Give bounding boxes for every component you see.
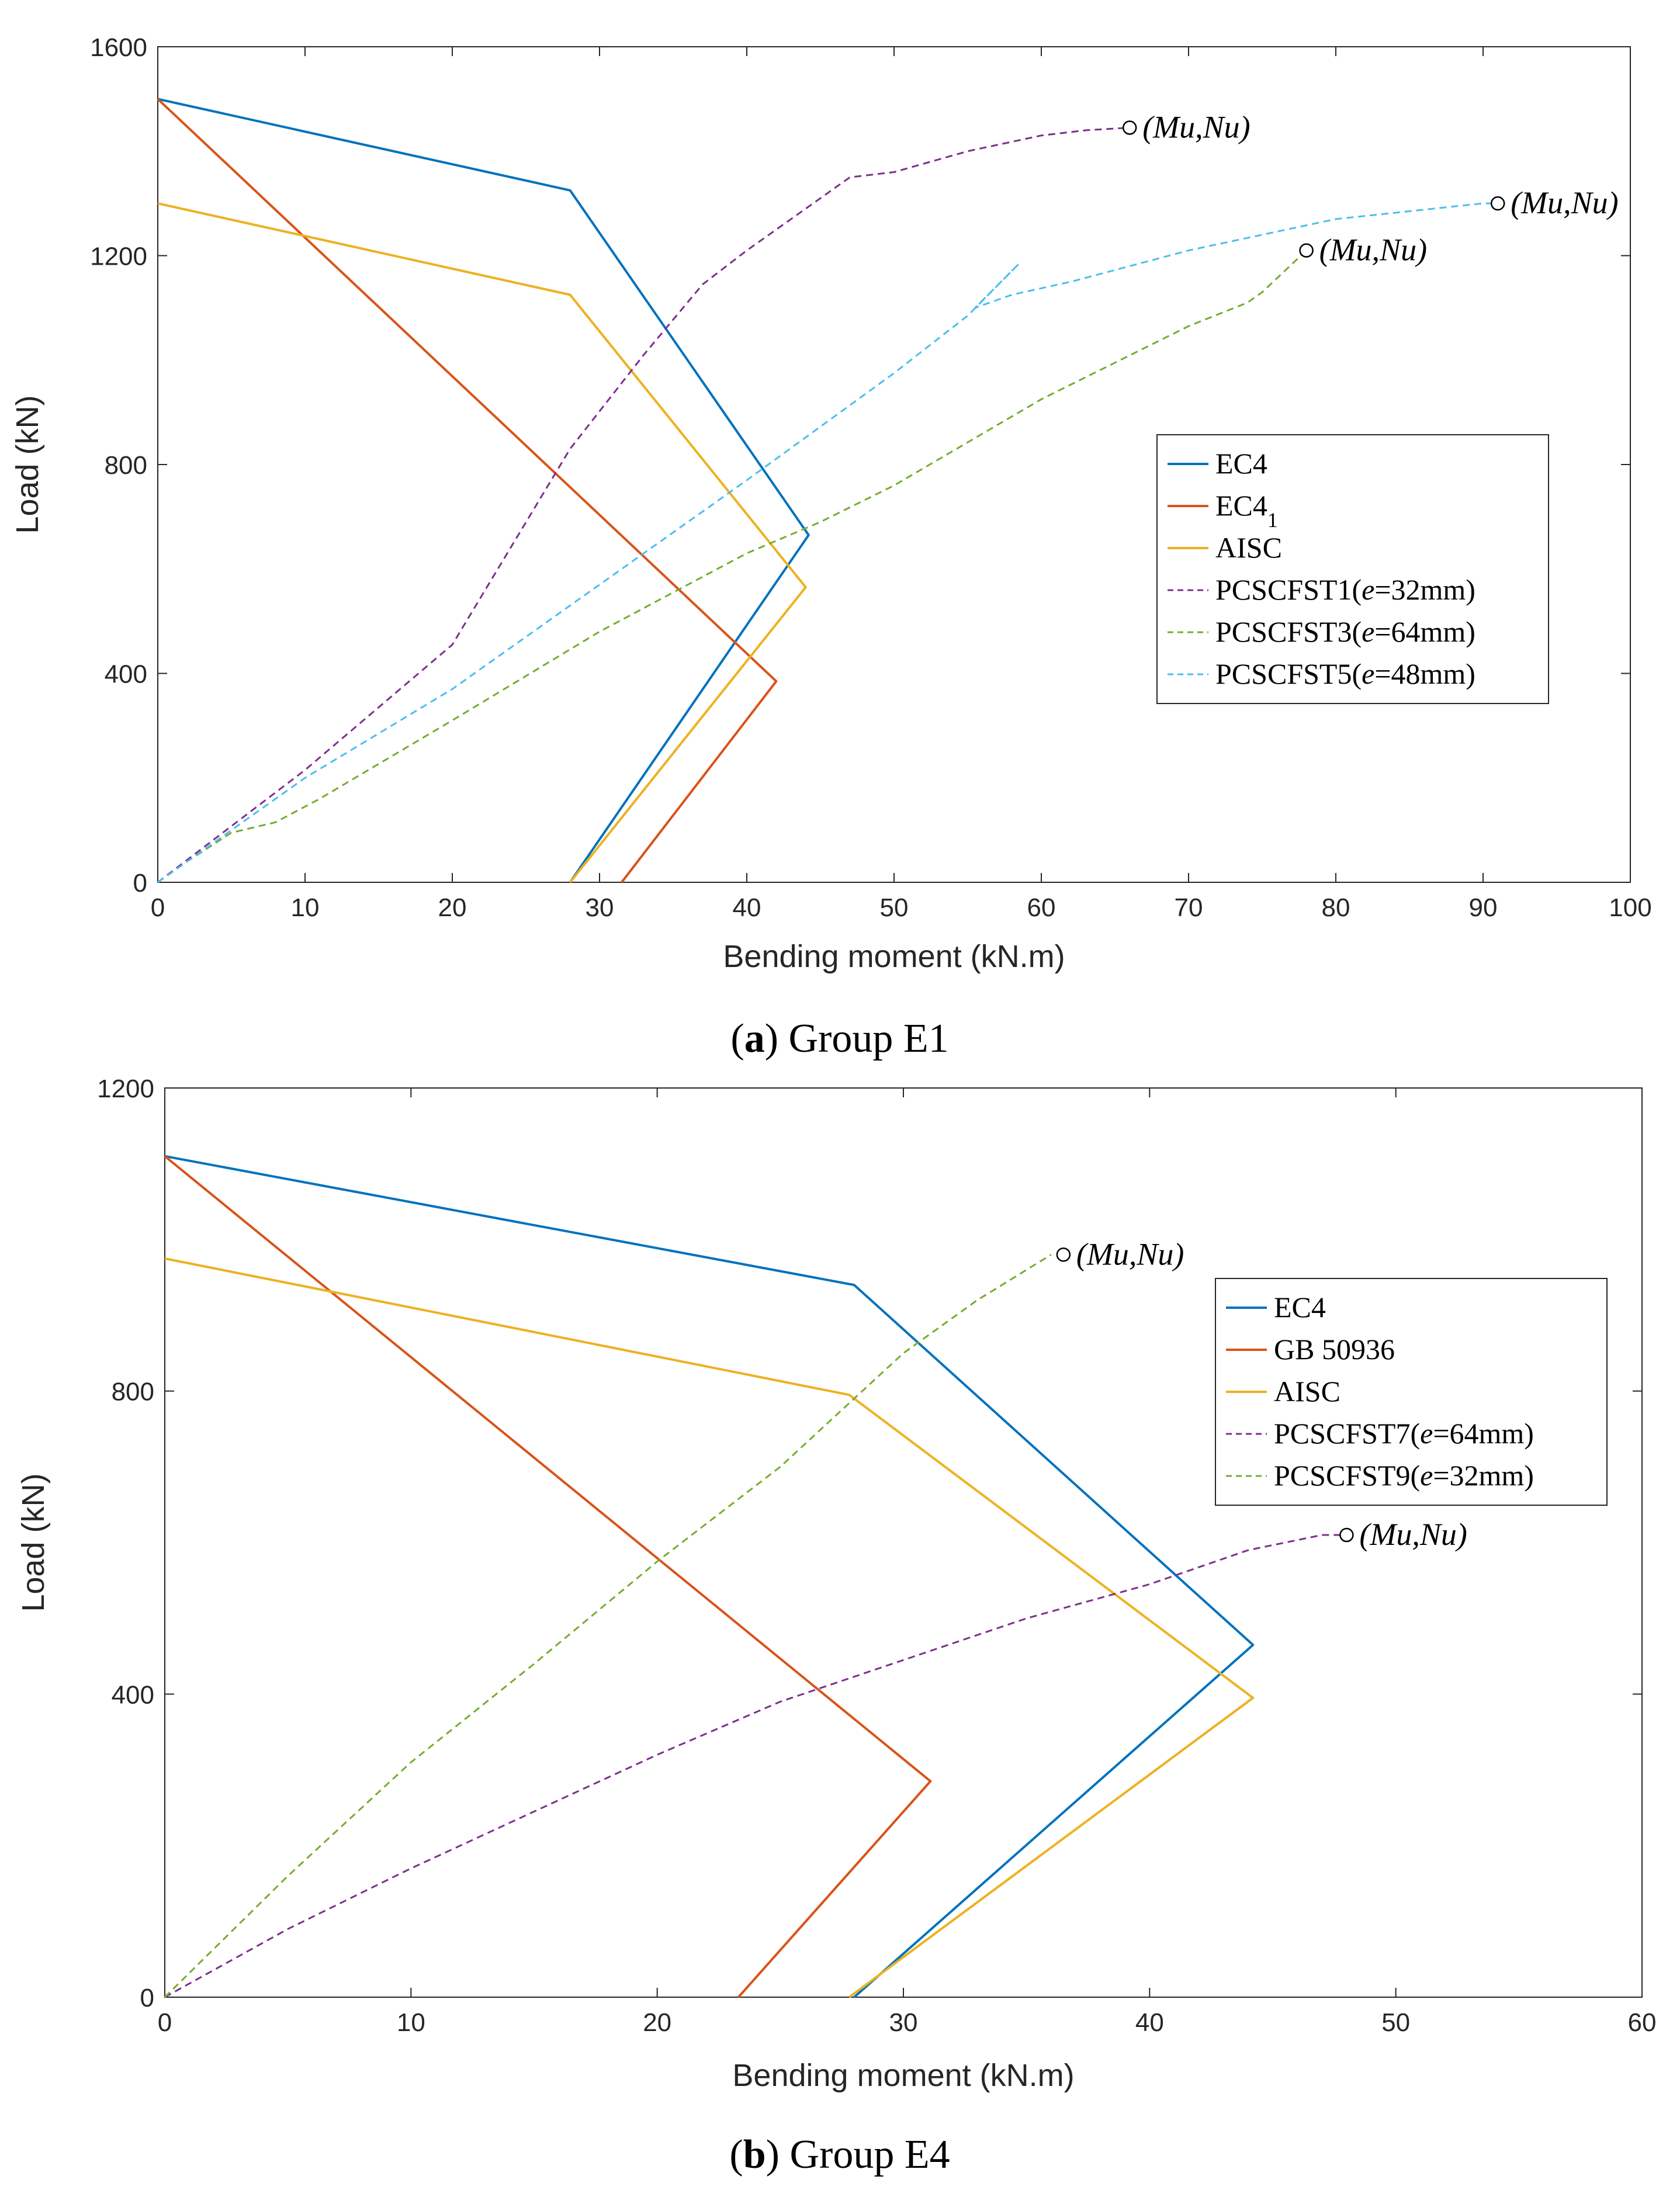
series-line-aisc	[157, 202, 807, 883]
y-tick-label: 800	[105, 451, 147, 480]
legend-entry-label: PCSCFST5(e=48mm)	[1215, 657, 1475, 690]
ultimate-point-marker	[1490, 196, 1505, 211]
y-tick-label: 0	[140, 1984, 154, 2012]
series-line-ec4	[157, 98, 810, 883]
legend-entry-text: EC4	[1215, 447, 1267, 480]
y-tick-label: 1200	[90, 242, 147, 271]
ultimate-point-marker	[1339, 1527, 1354, 1543]
y-axis-label: Load (kN)	[16, 1473, 51, 1612]
y-axis-label: Load (kN)	[10, 395, 45, 533]
chart-b: 0 10 20 30 40 50 60 0 400 800 1200 Bending moment (…	[16, 1075, 1656, 2093]
legend-entry-text: EC4	[1274, 1291, 1326, 1323]
caption-b: (b) Group E4	[729, 2132, 950, 2177]
y-tick-label: 800	[112, 1378, 154, 1406]
legend-entry-italic: e	[1362, 573, 1374, 606]
legend-entry-label: PCSCFST1(e=32mm)	[1215, 573, 1475, 606]
series-line-pcscfst5	[157, 202, 1498, 883]
y-tick-label: 1200	[97, 1075, 154, 1103]
chart-a: 0 10 20 30 40 50 60 70 80 90 100 0 400 800 1200 1600 Ben…	[10, 33, 1652, 974]
y-tick-label: 400	[105, 660, 147, 689]
x-tick-label: 10	[397, 2008, 425, 2037]
series-line-gb-50936	[164, 1155, 932, 1998]
x-tick-label: 30	[889, 2008, 918, 2037]
ultimate-point-label: (Mu,Nu)	[1511, 185, 1618, 220]
legend-entry-label: EC41	[1215, 489, 1278, 532]
legend-entry-rest: =48mm)	[1374, 657, 1475, 690]
series-line-pcscfst7	[164, 1534, 1347, 1998]
legend-entry-label: PCSCFST9(e=32mm)	[1274, 1459, 1534, 1492]
x-tick-label: 50	[880, 893, 909, 922]
legend-entry-label: GB 50936	[1274, 1333, 1395, 1366]
series-line-pcscfst3	[157, 250, 1307, 883]
x-tick-label: 10	[291, 893, 320, 922]
x-tick-label: 60	[1628, 2008, 1657, 2037]
plot-area	[164, 1087, 1643, 1998]
x-tick-label: 30	[586, 893, 614, 922]
legend-entry-label: PCSCFST7(e=64mm)	[1274, 1417, 1534, 1450]
x-tick-label: 40	[1135, 2008, 1164, 2037]
x-axis-label: Bending moment (kN.m)	[723, 939, 1065, 974]
x-tick-label: 20	[438, 893, 467, 922]
y-tick-label: 400	[112, 1680, 154, 1709]
legend-entry-text: EC4	[1215, 489, 1267, 522]
legend: EC4 GB 50936 AISC PCSCFST7(e=64mm) PCSCFST9(…	[1215, 1278, 1608, 1506]
legend-entry-italic: e	[1420, 1459, 1433, 1492]
legend-entry-rest: =64mm)	[1374, 615, 1475, 648]
legend-entry-text: PCSCFST5(	[1215, 657, 1362, 690]
ultimate-point-marker	[1299, 243, 1314, 258]
legend: EC4EC41AISCPCSCFST1(e=32mm)PCSCFST3(e=64…	[1156, 434, 1549, 704]
x-tick-label: 0	[158, 2008, 172, 2037]
legend-entry-text: GB 50936	[1274, 1333, 1395, 1366]
series-line-ec4	[164, 1155, 1255, 1998]
caption-a: (a) Group E1	[730, 1016, 948, 1061]
legend-entry-label: AISC	[1215, 531, 1282, 564]
ultimate-point-label: (Mu,Nu)	[1142, 110, 1250, 145]
legend-entry-text: PCSCFST1(	[1215, 573, 1362, 606]
ultimate-point-label: (Mu,Nu)	[1076, 1236, 1184, 1271]
legend-box	[1215, 1278, 1608, 1506]
x-tick-label: 40	[733, 893, 761, 922]
x-axis-label: Bending moment (kN.m)	[732, 2058, 1074, 2093]
series-line-ec4-1	[157, 98, 778, 883]
x-tick-label: 70	[1175, 893, 1203, 922]
legend-entry-text: AISC	[1274, 1375, 1340, 1408]
x-tick-label: 20	[643, 2008, 671, 2037]
x-tick-label: 0	[151, 893, 165, 922]
x-tick-label: 90	[1469, 893, 1498, 922]
series-line-aisc	[164, 1257, 1255, 1998]
legend-entry-text: PCSCFST9(	[1274, 1459, 1420, 1492]
ultimate-point-label: (Mu,Nu)	[1319, 233, 1427, 268]
legend-entry-text: PCSCFST7(	[1274, 1417, 1420, 1450]
x-tick-label: 80	[1322, 893, 1350, 922]
legend-entry-rest: =64mm)	[1433, 1417, 1534, 1450]
legend-entry-rest: =32mm)	[1374, 573, 1475, 606]
legend-entry-text: AISC	[1215, 531, 1282, 564]
x-tick-label: 50	[1381, 2008, 1410, 2037]
legend-entry-label: AISC	[1274, 1375, 1340, 1408]
legend-entry-italic: e	[1362, 657, 1374, 690]
y-tick-label: 1600	[90, 33, 147, 62]
legend-entry-text: PCSCFST3(	[1215, 615, 1362, 648]
legend-entry-label: EC4	[1274, 1291, 1326, 1323]
legend-entry-italic: e	[1420, 1417, 1433, 1450]
legend-box	[1156, 434, 1549, 704]
x-tick-label: 100	[1609, 893, 1651, 922]
legend-entry-subscript: 1	[1267, 508, 1278, 532]
legend-entry-label: EC4	[1215, 447, 1267, 480]
legend-entry-italic: e	[1362, 615, 1374, 648]
ultimate-point-label: (Mu,Nu)	[1359, 1517, 1467, 1552]
legend-entry-rest: =32mm)	[1433, 1459, 1534, 1492]
legend-entry-label: PCSCFST3(e=64mm)	[1215, 615, 1475, 648]
series-line-pcscfst1	[157, 127, 1130, 883]
y-tick-label: 0	[133, 869, 147, 898]
ultimate-point-marker	[1122, 120, 1137, 135]
x-tick-label: 60	[1027, 893, 1056, 922]
ultimate-point-marker	[1056, 1248, 1071, 1262]
